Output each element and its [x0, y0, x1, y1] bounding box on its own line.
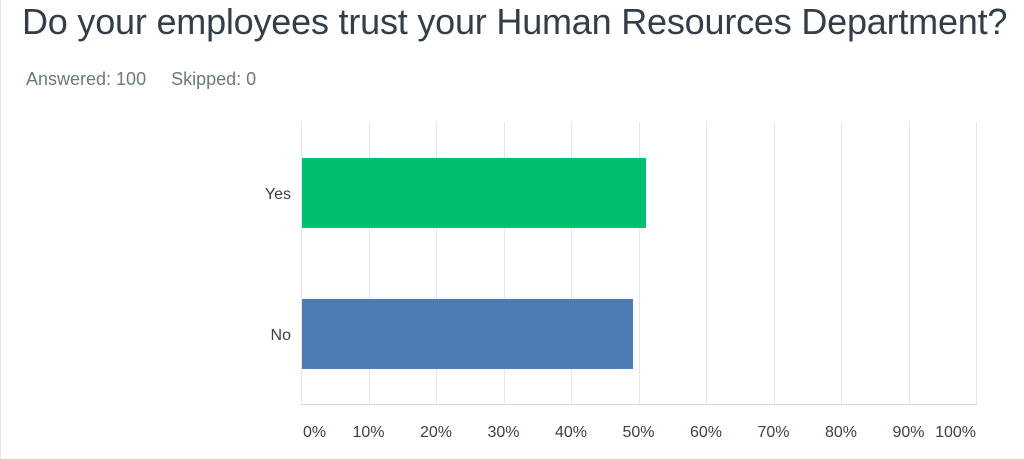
category-label: No: [270, 326, 291, 344]
gridline: [706, 122, 707, 404]
x-axis-line: [301, 404, 977, 405]
x-axis-tick-label: 20%: [419, 424, 453, 441]
x-axis-tick-label: 60%: [689, 424, 723, 441]
bar-no[interactable]: [302, 298, 633, 369]
x-axis-tick-label: 50%: [622, 424, 655, 441]
gridline: [841, 122, 842, 404]
category-label: Yes: [264, 185, 291, 203]
answered-count: Answered: 100: [26, 69, 147, 89]
gridline: [571, 122, 572, 404]
x-axis-tick-label: 10%: [352, 424, 385, 441]
x-axis-tick-label: 70%: [757, 424, 790, 441]
x-axis-tick-label: 100%: [935, 424, 976, 441]
gridline: [976, 122, 977, 404]
question-title: Do your employees trust your Human Resou…: [22, 1, 1008, 42]
gridline: [436, 122, 437, 404]
x-axis-tick-label: 0%: [303, 424, 327, 441]
x-axis-tick-label: 30%: [487, 424, 520, 441]
response-stats: Answered: 100 Skipped: 0: [26, 69, 256, 89]
x-axis-tick-label: 90%: [892, 424, 925, 441]
gridline: [908, 122, 910, 404]
gridline: [638, 122, 640, 404]
gridline: [301, 122, 302, 404]
gridline: [773, 122, 775, 404]
skipped-count: Skipped: 0: [171, 69, 257, 89]
gridline: [503, 122, 505, 404]
bar-yes[interactable]: [302, 157, 647, 228]
x-axis-tick-label: 40%: [554, 424, 588, 441]
gridline: [368, 122, 370, 404]
x-axis-tick-label: 80%: [824, 424, 858, 441]
